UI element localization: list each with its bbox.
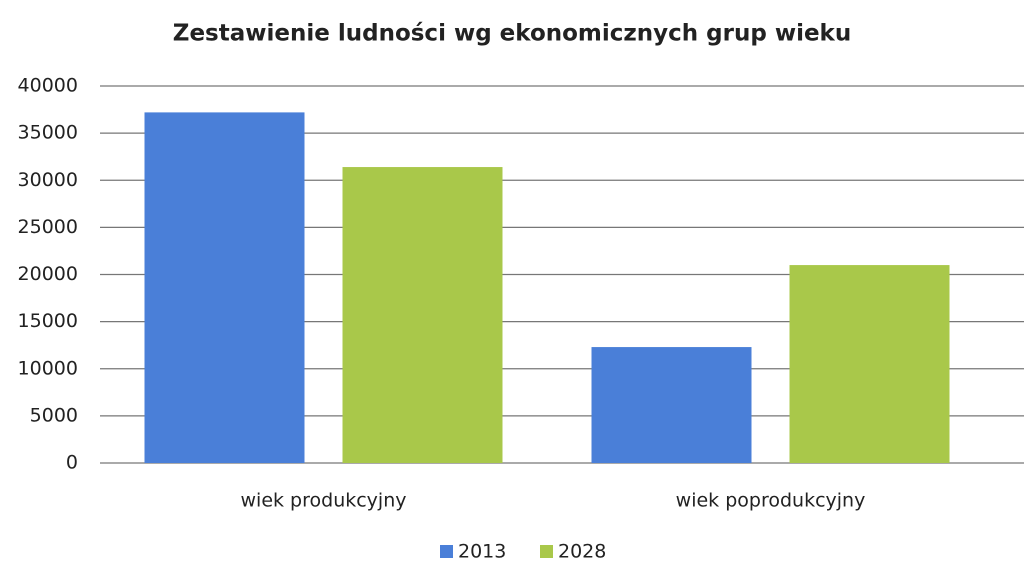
y-tick-label: 30000 bbox=[18, 169, 78, 191]
bar bbox=[342, 167, 503, 463]
y-tick-label: 35000 bbox=[18, 122, 78, 144]
y-tick-label: 20000 bbox=[18, 263, 78, 285]
y-tick-label: 40000 bbox=[18, 75, 78, 97]
legend-label: 2013 bbox=[458, 541, 506, 563]
y-tick-label: 10000 bbox=[18, 357, 78, 379]
bar bbox=[789, 265, 950, 463]
x-tick-label: wiek produkcyjny bbox=[241, 490, 407, 512]
legend-swatch bbox=[540, 545, 553, 558]
bar bbox=[144, 112, 305, 463]
y-tick-label: 25000 bbox=[18, 216, 78, 238]
y-tick-label: 0 bbox=[66, 452, 78, 474]
legend-swatch bbox=[440, 545, 453, 558]
legend-label: 2028 bbox=[558, 541, 606, 563]
bar bbox=[591, 347, 752, 463]
chart-title: Zestawienie ludności wg ekonomicznych gr… bbox=[173, 21, 851, 47]
y-tick-label: 5000 bbox=[30, 404, 78, 426]
y-tick-label: 15000 bbox=[18, 310, 78, 332]
x-tick-label: wiek poprodukcyjny bbox=[676, 490, 866, 512]
